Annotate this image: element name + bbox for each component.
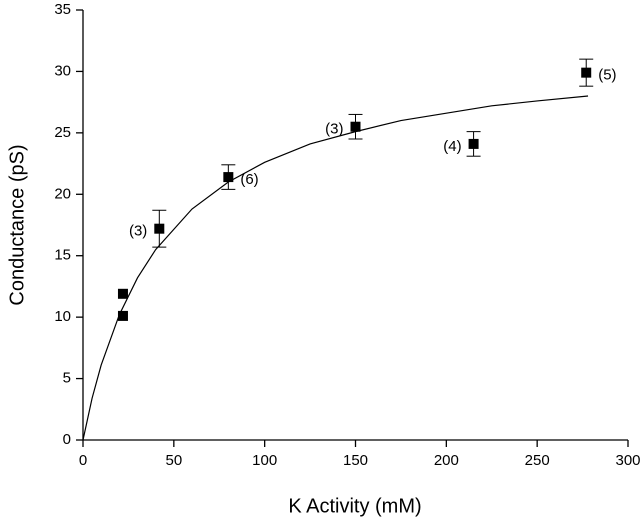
point — [581, 67, 592, 78]
x-tick-label: 200 — [434, 452, 459, 469]
point-annotation: (5) — [598, 67, 616, 84]
x-tick-label: 250 — [525, 452, 550, 469]
point — [117, 288, 128, 299]
y-tick-label: 25 — [54, 124, 71, 141]
y-tick-label: 30 — [54, 62, 71, 79]
y-tick-label: 5 — [63, 370, 71, 387]
point-annotation: (3) — [129, 223, 147, 240]
point — [117, 310, 128, 321]
point-annotation: (3) — [325, 121, 343, 138]
x-tick-label: 50 — [165, 452, 182, 469]
x-tick-label: 100 — [252, 452, 277, 469]
y-tick-label: 10 — [54, 308, 71, 325]
y-tick-label: 15 — [54, 247, 71, 264]
y-tick-label: 20 — [54, 185, 71, 202]
y-tick-label: 0 — [63, 431, 71, 448]
point-annotation: (4) — [443, 138, 461, 155]
point — [223, 172, 234, 183]
x-tick-label: 300 — [615, 452, 640, 469]
fit-curve — [82, 95, 589, 441]
point-annotation: (6) — [240, 171, 258, 188]
y-tick-label: 35 — [54, 1, 71, 18]
x-tick-label: 150 — [343, 452, 368, 469]
x-axis-label: K Activity (mM) — [288, 495, 421, 517]
x-tick-label: 0 — [79, 452, 87, 469]
point — [154, 223, 165, 234]
point — [468, 138, 479, 149]
y-axis-label: Conductance (pS) — [6, 144, 28, 305]
point — [350, 121, 361, 132]
